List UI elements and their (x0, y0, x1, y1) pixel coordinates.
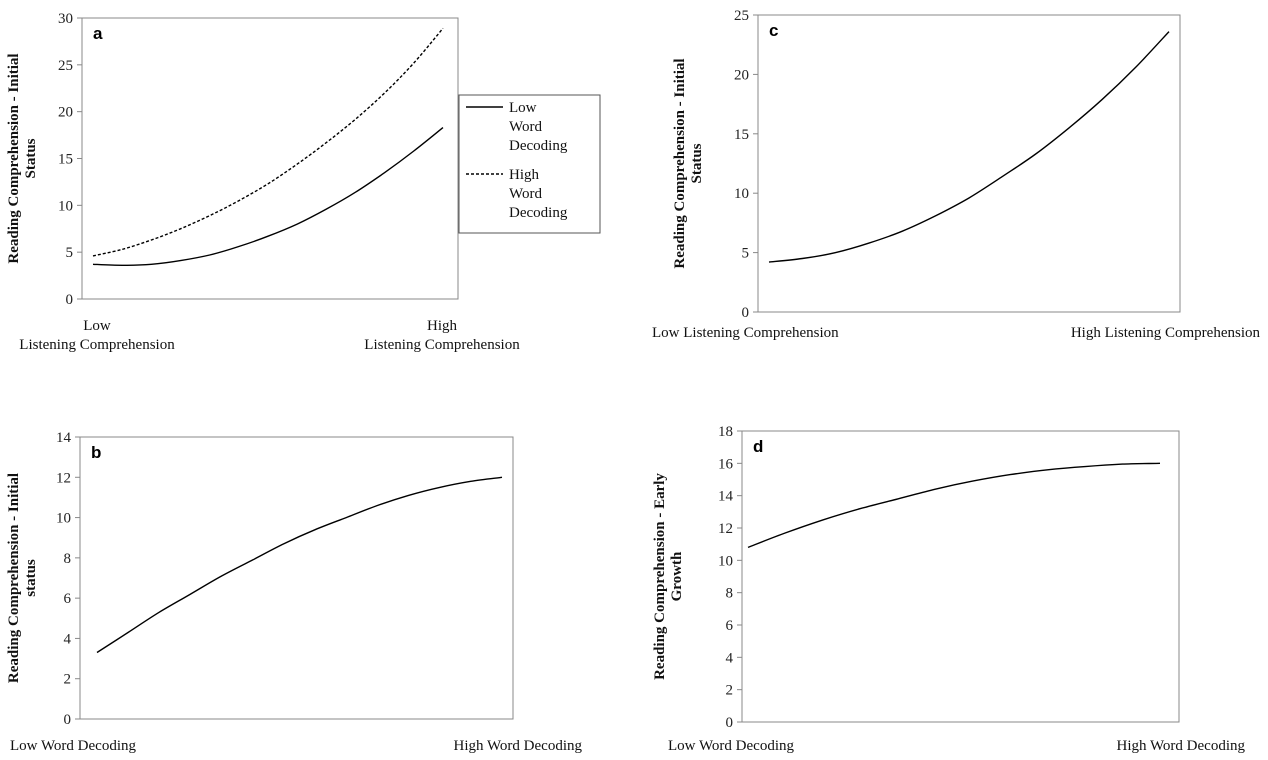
x-category-label-line: Listening Comprehension (364, 337, 520, 353)
y-tick-label: 0 (726, 715, 734, 731)
y-tick-label: 2 (726, 683, 734, 699)
x-category-label-line: Low (83, 318, 111, 334)
y-tick-label: 14 (718, 489, 734, 505)
y-tick-label: 4 (64, 631, 72, 647)
plot-area-frame (79, 436, 514, 720)
y-tick-label: 5 (742, 246, 750, 262)
y-axis-label-line: status (23, 559, 39, 597)
y-tick-label: 0 (742, 305, 750, 321)
plot-area-frame (81, 17, 459, 300)
y-axis-label: Reading Comprehension - EarlyGrowth (652, 473, 685, 680)
y-tick-label: 25 (734, 8, 749, 24)
y-tick-label: 0 (64, 712, 72, 728)
y-tick-label: 10 (58, 198, 73, 214)
y-axis-label-line: Growth (669, 551, 685, 601)
x-category-label: High Word Decoding (454, 738, 583, 754)
chart-panel-a: 0 5 10 15 20 25 30 a Reading Comprehension - Ini… (6, 11, 601, 353)
legend-entry: High Word Decoding (509, 167, 568, 221)
panel-label: c (769, 21, 778, 40)
x-category-label: Low Word Decoding (10, 738, 136, 754)
legend-box (458, 94, 601, 234)
series-line-high-word-decoding (92, 27, 444, 257)
legend-entry-line: High (509, 167, 540, 183)
legend: Low Word Decoding High Word Decoding (458, 94, 601, 234)
series-line-low-word-decoding (92, 127, 444, 267)
x-category-label: High Word Decoding (1117, 738, 1246, 754)
y-tick-label: 5 (66, 245, 74, 261)
series-line-c (768, 31, 1170, 263)
chart-panel-c: 0 5 10 15 20 25 c Reading Comprehension - Initi… (652, 8, 1260, 341)
y-axis-label-line: Reading Comprehension - Initial (672, 58, 688, 268)
y-tick-label: 6 (64, 591, 72, 607)
y-tick-label: 10 (56, 511, 71, 527)
y-tick-label: 12 (56, 470, 71, 486)
y-tick-label: 20 (734, 67, 749, 83)
x-category-label: Low Word Decoding (668, 738, 794, 754)
x-category-label-line: High (427, 318, 458, 334)
legend-entry-line: Decoding (509, 205, 568, 221)
y-axis-label-line: Status (689, 143, 705, 183)
y-tick-label: 10 (734, 186, 749, 202)
y-tick-label: 4 (726, 650, 734, 666)
y-tick-label: 8 (726, 586, 734, 602)
y-tick-label: 8 (64, 551, 72, 567)
y-tick-label: 25 (58, 58, 73, 74)
y-axis-label-line: Reading Comprehension - Initial (6, 473, 22, 683)
y-tick-label: 0 (66, 292, 74, 308)
y-tick-label: 12 (718, 521, 733, 537)
y-tick-label: 18 (718, 424, 733, 440)
y-axis-label-line: Status (23, 138, 39, 178)
x-category-label: High Listening Comprehension (1071, 325, 1261, 341)
legend-entry-line: Low (509, 100, 537, 116)
panel-label: b (91, 443, 101, 462)
series-line-b (96, 476, 503, 654)
y-tick-label: 6 (726, 618, 734, 634)
chart-panel-d: 0 2 4 6 8 10 12 14 16 18 d Reading Comprehension - … (652, 424, 1245, 754)
legend-entry: Low Word Decoding (509, 100, 568, 154)
y-axis-label-line: Reading Comprehension - Early (652, 473, 668, 680)
y-tick-label: 14 (56, 430, 72, 446)
x-category-label-line: Listening Comprehension (19, 337, 175, 353)
y-tick-label: 10 (718, 553, 733, 569)
y-axis-label-line: Reading Comprehension - Initial (6, 53, 22, 263)
legend-entry-line: Word (509, 186, 542, 202)
y-tick-label: 15 (734, 127, 749, 143)
chart-panel-b: 0 2 4 6 8 10 12 14 b Reading Comprehension - Init… (6, 430, 582, 754)
legend-entry-line: Decoding (509, 138, 568, 154)
x-category-label: Low Listening Comprehension (652, 325, 839, 341)
y-tick-label: 16 (718, 456, 734, 472)
y-tick-label: 20 (58, 105, 73, 121)
y-tick-label: 15 (58, 152, 73, 168)
y-axis-label: Reading Comprehension - InitialStatus (672, 58, 705, 268)
series-line-d (747, 462, 1161, 549)
y-tick-label: 2 (64, 672, 72, 688)
y-axis-label: Reading Comprehension - Initialstatus (6, 473, 39, 683)
x-category-label: Low Listening Comprehension (19, 318, 175, 353)
x-category-label: High Listening Comprehension (364, 318, 520, 353)
plot-area-frame (741, 430, 1180, 723)
plot-area-frame (757, 14, 1181, 313)
y-axis-label: Reading Comprehension - InitialStatus (6, 53, 39, 263)
panel-label: a (93, 24, 103, 43)
panel-label: d (753, 437, 763, 456)
legend-entry-line: Word (509, 119, 542, 135)
y-tick-label: 30 (58, 11, 73, 27)
